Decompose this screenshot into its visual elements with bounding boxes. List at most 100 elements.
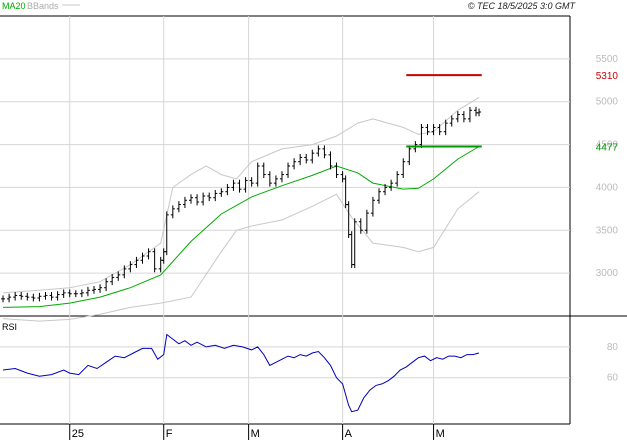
price-bar — [182, 196, 187, 208]
rsi-tick-label: 80 — [607, 342, 619, 353]
price-bar — [376, 188, 381, 204]
price-bar — [213, 190, 218, 202]
rsi-y-axis: 60 80 — [607, 342, 619, 384]
price-tick-label: 5500 — [596, 54, 619, 65]
price-tick-label: 3000 — [596, 268, 619, 279]
x-tick-label: A — [345, 428, 353, 440]
price-bar — [292, 158, 297, 170]
price-bar — [334, 162, 339, 178]
price-bar — [431, 124, 436, 136]
price-grid — [0, 16, 570, 424]
price-bar — [279, 171, 284, 183]
price-bar — [110, 274, 115, 286]
price-bar — [164, 211, 169, 256]
price-bar — [170, 205, 175, 219]
price-bar — [25, 292, 30, 301]
price-bar — [231, 179, 236, 191]
price-bar — [261, 162, 266, 178]
price-bar — [104, 278, 109, 292]
price-bar — [286, 162, 291, 178]
price-bar — [455, 111, 460, 123]
price-bar — [19, 292, 24, 300]
price-bar — [61, 289, 66, 298]
resistance-label: 5310 — [596, 71, 619, 82]
price-bar — [249, 177, 254, 187]
price-bar — [304, 154, 309, 164]
price-bar — [273, 175, 278, 187]
price-bar — [340, 171, 345, 183]
rsi-grid — [0, 346, 570, 379]
x-tick-label: M — [251, 428, 260, 440]
price-bar — [298, 154, 303, 166]
price-bar — [383, 184, 388, 196]
price-tick-label: 4000 — [596, 182, 619, 193]
price-bar — [358, 218, 363, 234]
price-bar — [477, 108, 482, 117]
price-bar — [55, 291, 60, 301]
price-bar — [73, 290, 78, 298]
price-bar — [140, 252, 145, 264]
price-bar — [91, 286, 96, 294]
price-bar — [161, 248, 166, 264]
price-bar — [79, 289, 84, 298]
price-bar — [189, 194, 194, 204]
rsi-title: RSI — [2, 322, 17, 332]
price-bar — [237, 179, 242, 193]
price-bar — [370, 196, 375, 217]
price-bar — [158, 256, 163, 273]
x-tick-label: F — [166, 428, 173, 440]
price-bar — [461, 111, 466, 123]
price-bar — [346, 201, 351, 238]
x-axis: 25 F M A M — [69, 424, 445, 440]
support-label: 4477 — [596, 143, 619, 154]
x-tick-label: M — [436, 428, 445, 440]
rsi-tick-label: 60 — [607, 373, 619, 384]
price-bar — [267, 171, 272, 187]
price-bar — [49, 292, 54, 301]
price-bar — [85, 286, 90, 297]
price-bar — [437, 124, 442, 136]
price-bar — [201, 192, 206, 206]
price-bar — [352, 218, 357, 268]
legend-ma20: MA20 — [2, 1, 26, 11]
price-tick-label: 4500 — [596, 140, 619, 151]
price-bar — [31, 293, 36, 302]
price-bar — [98, 284, 103, 293]
price-annotations: 5310 4477 — [406, 71, 619, 154]
price-bar — [152, 248, 157, 273]
price-bar — [328, 151, 333, 170]
price-bar — [1, 295, 6, 303]
price-y-axis: 3000 3500 4000 4500 5000 5500 — [596, 54, 619, 279]
price-bars — [1, 106, 482, 303]
price-bar — [116, 271, 121, 281]
price-bar — [7, 293, 12, 303]
rsi-line — [2, 333, 480, 413]
price-bar — [389, 179, 394, 191]
price-tick-label: 5000 — [596, 97, 619, 108]
price-bar — [474, 106, 479, 117]
price-bar — [255, 162, 260, 187]
price-bar — [146, 248, 151, 260]
price-bar — [225, 184, 230, 196]
ma20-line — [2, 146, 480, 308]
price-bar — [219, 188, 224, 197]
price-bar — [134, 256, 139, 268]
price-bar — [67, 289, 72, 298]
price-bar — [322, 145, 327, 159]
credit-text: © TEC 18/5/2025 3:0 GMT — [468, 1, 577, 11]
price-bar — [43, 292, 48, 300]
price-bar — [128, 261, 133, 273]
bband-upper-line — [2, 96, 480, 294]
price-bar — [449, 115, 454, 127]
price-bar — [122, 265, 127, 279]
price-bar — [401, 158, 406, 178]
price-bar — [176, 201, 181, 213]
price-bar — [243, 177, 248, 193]
price-bar — [343, 175, 348, 208]
price-bar — [419, 124, 424, 148]
price-bar — [395, 171, 400, 187]
price-tick-label: 3500 — [596, 225, 619, 236]
price-bar — [407, 145, 412, 166]
price-bar — [37, 292, 42, 302]
price-bar — [349, 231, 354, 268]
